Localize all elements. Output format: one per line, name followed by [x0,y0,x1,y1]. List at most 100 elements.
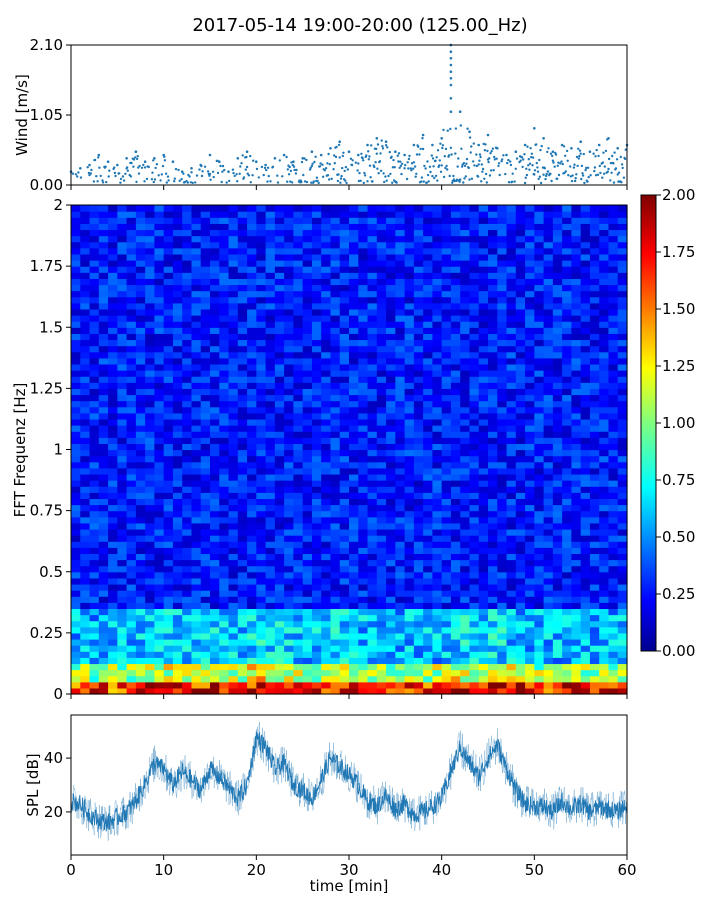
spectrogram-cell [413,327,424,334]
spectrogram-cell [478,577,489,585]
spectrogram-cell [228,559,239,567]
spectrogram-cell [237,406,248,414]
spectrogram-cell [256,669,267,677]
spectrogram-cell [284,278,294,286]
spectrogram-cell [339,412,350,420]
spectrogram-cell [182,645,193,652]
spectrogram-cell [552,284,563,292]
spectrogram-cell [311,590,322,597]
spectrogram-cell [191,535,202,542]
spectrogram-cell [219,455,230,463]
spectrogram-cell [450,284,461,292]
spectrogram-cell [339,406,350,414]
spectrogram-cell [71,296,81,304]
spectrogram-cell [154,266,165,273]
spectrogram-cell [321,278,332,286]
spectrogram-cell [89,553,100,561]
wind-point [564,170,567,173]
spectrogram-cell [386,657,396,665]
spectrogram-cell [321,657,332,665]
wind-point [316,179,319,183]
spectrogram-cell [321,339,332,347]
spectrogram-cell [386,260,396,267]
spectrogram-cell [228,327,239,334]
spectrogram-cell [395,253,406,261]
spectrogram-cell [441,638,452,646]
spectrogram-cell [478,541,489,548]
spectrogram-cell [80,278,91,286]
spectrogram-cell [80,675,91,683]
spectrogram-cell [469,651,480,658]
spectrogram-cell [219,559,230,567]
spectrogram-cell [182,663,193,671]
spectrogram-cell [210,357,220,365]
spectrogram-cell [395,602,406,610]
spectrogram-cell [571,608,582,616]
spectrogram-cell [80,449,91,457]
spectrogram-cell [358,296,369,304]
spectrogram-cell [515,669,526,677]
spectrogram-cell [219,388,230,396]
spectrogram-cell [172,498,183,506]
spectrogram-cell [163,327,174,334]
spectrogram-cell [321,480,332,487]
spectrogram-cell [450,339,461,347]
spectrogram-cell [599,278,610,286]
spectrogram-cell [543,357,554,365]
spectrogram-cell [349,596,359,603]
spectrogram-cell [571,461,582,469]
spectrogram-cell [608,339,619,347]
spectrogram-cell [210,376,220,383]
spectrogram-cell [154,315,165,322]
spectrogram-cell [367,345,378,353]
spectrogram-cell [274,284,285,292]
spectrogram-cell [163,535,174,542]
spectrogram-cell [617,266,628,273]
spectrogram-cell [108,632,118,640]
spectrogram-cell [488,687,498,695]
spectrogram-cell [89,467,100,475]
spectrogram-cell [395,565,406,573]
spectrogram-cell [135,455,146,463]
spectrogram-cell [302,632,313,640]
spectrogram-cell [552,596,563,603]
spectrogram-cell [135,663,146,671]
spectrogram-cell [135,559,146,567]
spectrogram-cell [488,260,498,267]
spectrogram-cell [293,571,304,579]
wind-point [539,181,543,185]
wind-point [321,175,325,178]
spectrogram-cell [460,516,471,524]
wind-point [291,181,294,184]
wind-point [475,164,479,168]
spectrogram-cell [210,449,220,457]
spectrogram-cell [265,467,276,475]
spectrogram-cell [145,553,155,561]
wind-point [336,179,340,183]
spectrogram-cell [488,504,498,512]
spectrogram-cell [219,645,230,652]
spectrogram-cell [237,516,248,524]
spectrogram-cell [562,308,572,316]
spectrogram-cell [608,284,619,292]
wind-point [96,180,99,183]
spectrogram-cell [450,357,461,365]
spectrogram-cell [237,455,248,463]
spectrogram-cell [126,333,137,341]
spectrogram-cell [460,296,471,304]
spectrogram-cell [562,394,572,402]
wind-point [383,180,386,184]
spectrogram-cell [191,363,202,371]
spectrogram-cell [210,498,220,506]
spectrogram-cell [154,376,165,383]
spectrogram-cell [589,590,600,597]
spectrogram-cell [98,577,109,585]
wind-point [571,174,574,177]
spectrogram-cell [321,663,332,671]
spectrogram-cell [219,614,230,622]
spectrogram-cell [256,449,267,457]
spectrogram-cell [126,321,137,328]
spectrogram-cell [135,278,146,286]
spectrogram-cell [265,596,276,603]
spectrogram-cell [135,284,146,292]
